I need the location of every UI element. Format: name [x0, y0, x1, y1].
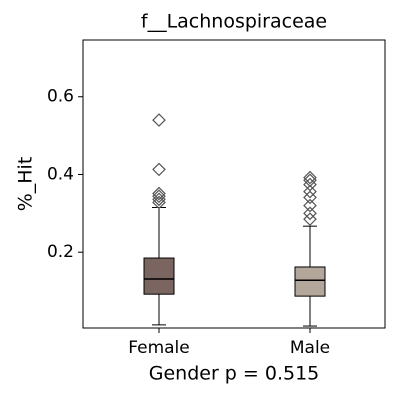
box	[294, 266, 326, 297]
outlier	[303, 170, 317, 185]
x-tick-label: Male	[290, 338, 330, 358]
outlier	[303, 206, 317, 221]
y-axis-label: %_Hit	[15, 157, 37, 212]
outlier	[303, 198, 317, 213]
y-tick-label: 0.6	[47, 87, 74, 107]
outlier	[152, 186, 166, 201]
plot-frame	[82, 39, 386, 329]
outlier	[152, 189, 166, 204]
y-tick-label: 0.2	[47, 242, 74, 262]
outlier	[303, 212, 317, 227]
outlier	[152, 113, 166, 127]
outlier	[152, 192, 166, 207]
outlier	[152, 195, 166, 210]
outlier	[303, 190, 317, 205]
outlier	[152, 162, 166, 177]
chart-title: f__Lachnospiraceae	[141, 11, 327, 33]
y-tick-label: 0.4	[47, 164, 74, 184]
x-axis-label: Gender p = 0.515	[149, 363, 320, 385]
box	[143, 257, 175, 295]
x-tick-label: Female	[128, 338, 189, 358]
outlier	[303, 184, 317, 199]
outlier	[303, 177, 317, 192]
